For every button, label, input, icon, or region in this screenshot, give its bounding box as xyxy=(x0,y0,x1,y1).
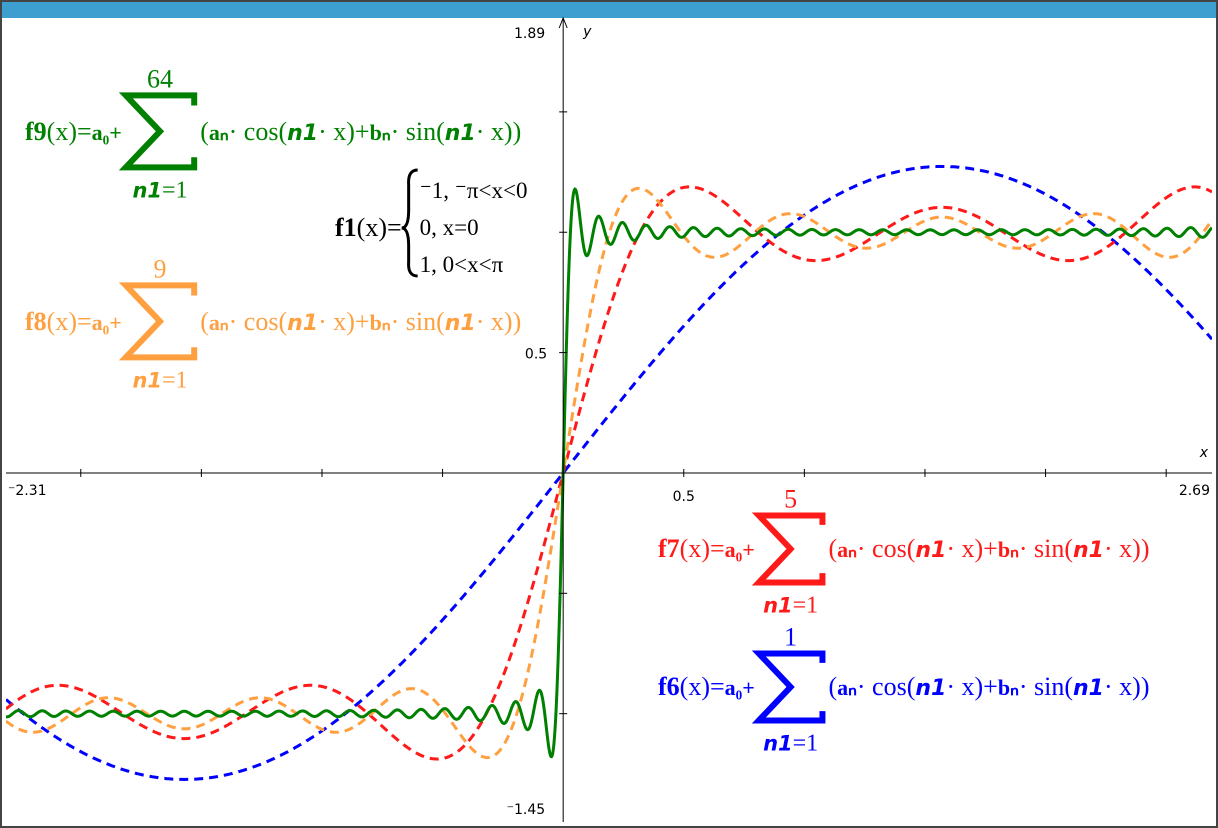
summand-part: bₙ xyxy=(370,120,391,145)
function-label: f8(x)=a₀+ xyxy=(25,307,122,336)
function-name: f8 xyxy=(25,307,47,336)
function-label: f6(x)=a₀+ xyxy=(658,672,755,701)
function-argument: (x)= xyxy=(680,534,725,563)
summand-part: bₙ xyxy=(998,537,1019,562)
summand-part: ( xyxy=(200,307,209,336)
upper-limit: 5 xyxy=(784,484,797,513)
summand-part: · cos( xyxy=(857,672,915,701)
summand: (aₙ· cos(n1· x)+bₙ· sin(n1· x)) xyxy=(828,672,1149,701)
upper-limit: 9 xyxy=(153,254,166,283)
function-name: f7 xyxy=(658,534,680,563)
summand-part: · sin( xyxy=(1019,672,1073,701)
summand-part: n1 xyxy=(915,538,946,563)
summand-part: ( xyxy=(828,672,837,701)
title-bar xyxy=(2,2,1216,18)
summand-part: · x)+ xyxy=(946,672,997,701)
function-argument: (x)= xyxy=(680,672,725,701)
lower-bound: =1 xyxy=(793,730,819,756)
summand-part: n1 xyxy=(915,676,946,701)
upper-limit: 64 xyxy=(147,64,173,93)
summand-part: · x)+ xyxy=(946,534,997,563)
summand-part: · x)+ xyxy=(318,307,369,336)
index-variable: n1 xyxy=(132,178,162,202)
y-axis-label: y xyxy=(582,24,592,40)
function-name: f1 xyxy=(335,213,357,242)
summand-part: n1 xyxy=(287,121,318,146)
summand-part: · x)) xyxy=(1104,534,1149,563)
lower-limit: n1=1 xyxy=(132,367,187,393)
y-arrow xyxy=(558,16,568,29)
summand-part: · x)) xyxy=(476,307,521,336)
summand-part: n1 xyxy=(445,311,476,336)
summand: (aₙ· cos(n1· x)+bₙ· sin(n1· x)) xyxy=(828,534,1149,563)
case: 1, 0<x<π xyxy=(420,252,504,277)
function-argument: (x)= xyxy=(357,213,402,242)
x-max-label: 2.69 xyxy=(1179,483,1210,499)
summand-part: aₙ xyxy=(837,537,857,562)
summand-part: · cos( xyxy=(229,117,287,146)
summand-part: aₙ xyxy=(837,675,857,700)
summand-part: bₙ xyxy=(998,675,1019,700)
f1-label: f1(x)= xyxy=(335,213,402,242)
summand-part: bₙ xyxy=(370,310,391,335)
lower-bound: =1 xyxy=(793,592,819,618)
y-tick-label: 0.5 xyxy=(525,347,547,363)
x-min-label: ⁻2.31 xyxy=(8,483,47,499)
fourier-curve xyxy=(6,165,1212,781)
index-variable: n1 xyxy=(763,593,793,617)
summand-part: · sin( xyxy=(1019,534,1073,563)
function-argument: (x)= xyxy=(47,117,92,146)
summand-part: n1 xyxy=(287,311,318,336)
y-min-label: ⁻1.45 xyxy=(507,802,546,818)
summand-part: · cos( xyxy=(857,534,915,563)
index-variable: n1 xyxy=(132,368,162,392)
constant-term: a₀+ xyxy=(92,310,122,335)
fourier-curve xyxy=(6,185,1212,761)
lower-limit: n1=1 xyxy=(763,592,818,618)
function-label: f7(x)=a₀+ xyxy=(658,534,755,563)
fourier-curve xyxy=(6,187,1212,759)
function-name: f6 xyxy=(658,672,680,701)
lower-limit: n1=1 xyxy=(763,730,818,756)
curves xyxy=(6,165,1212,781)
function-label: f9(x)=a₀+ xyxy=(25,117,122,146)
summand-part: n1 xyxy=(1073,538,1104,563)
summand-part: ( xyxy=(828,534,837,563)
summand-part: · sin( xyxy=(391,117,445,146)
lower-bound: =1 xyxy=(162,177,188,203)
sigma xyxy=(751,650,826,724)
summand-part: aₙ xyxy=(209,120,229,145)
case: 0, x=0 xyxy=(420,215,479,240)
function-name: f9 xyxy=(25,117,47,146)
sigma xyxy=(751,512,826,586)
lower-bound: =1 xyxy=(162,367,188,393)
sigma xyxy=(118,282,198,361)
index-variable: n1 xyxy=(763,731,793,755)
case: ⁻1, ⁻π<x<0 xyxy=(420,178,528,203)
summand-part: n1 xyxy=(445,121,476,146)
y-max-label: 1.89 xyxy=(514,26,545,42)
summand-part: ( xyxy=(200,117,209,146)
summand-part: · x)+ xyxy=(318,117,369,146)
summand: (aₙ· cos(n1· x)+bₙ· sin(n1· x)) xyxy=(200,307,521,336)
function-argument: (x)= xyxy=(47,307,92,336)
summand: (aₙ· cos(n1· x)+bₙ· sin(n1· x)) xyxy=(200,117,521,146)
summand-part: n1 xyxy=(1073,676,1104,701)
lower-limit: n1=1 xyxy=(132,177,187,203)
summand-part: · cos( xyxy=(229,307,287,336)
x-tick-label: 0.5 xyxy=(673,489,695,505)
summand-part: · sin( xyxy=(391,307,445,336)
x-axis-label: x xyxy=(1199,445,1209,461)
constant-term: a₀+ xyxy=(92,120,122,145)
constant-term: a₀+ xyxy=(725,675,755,700)
upper-limit: 1 xyxy=(784,622,797,651)
constant-term: a₀+ xyxy=(725,537,755,562)
summand-part: · x)) xyxy=(1104,672,1149,701)
summand-part: aₙ xyxy=(209,310,229,335)
summand-part: · x)) xyxy=(476,117,521,146)
sigma xyxy=(118,92,198,171)
